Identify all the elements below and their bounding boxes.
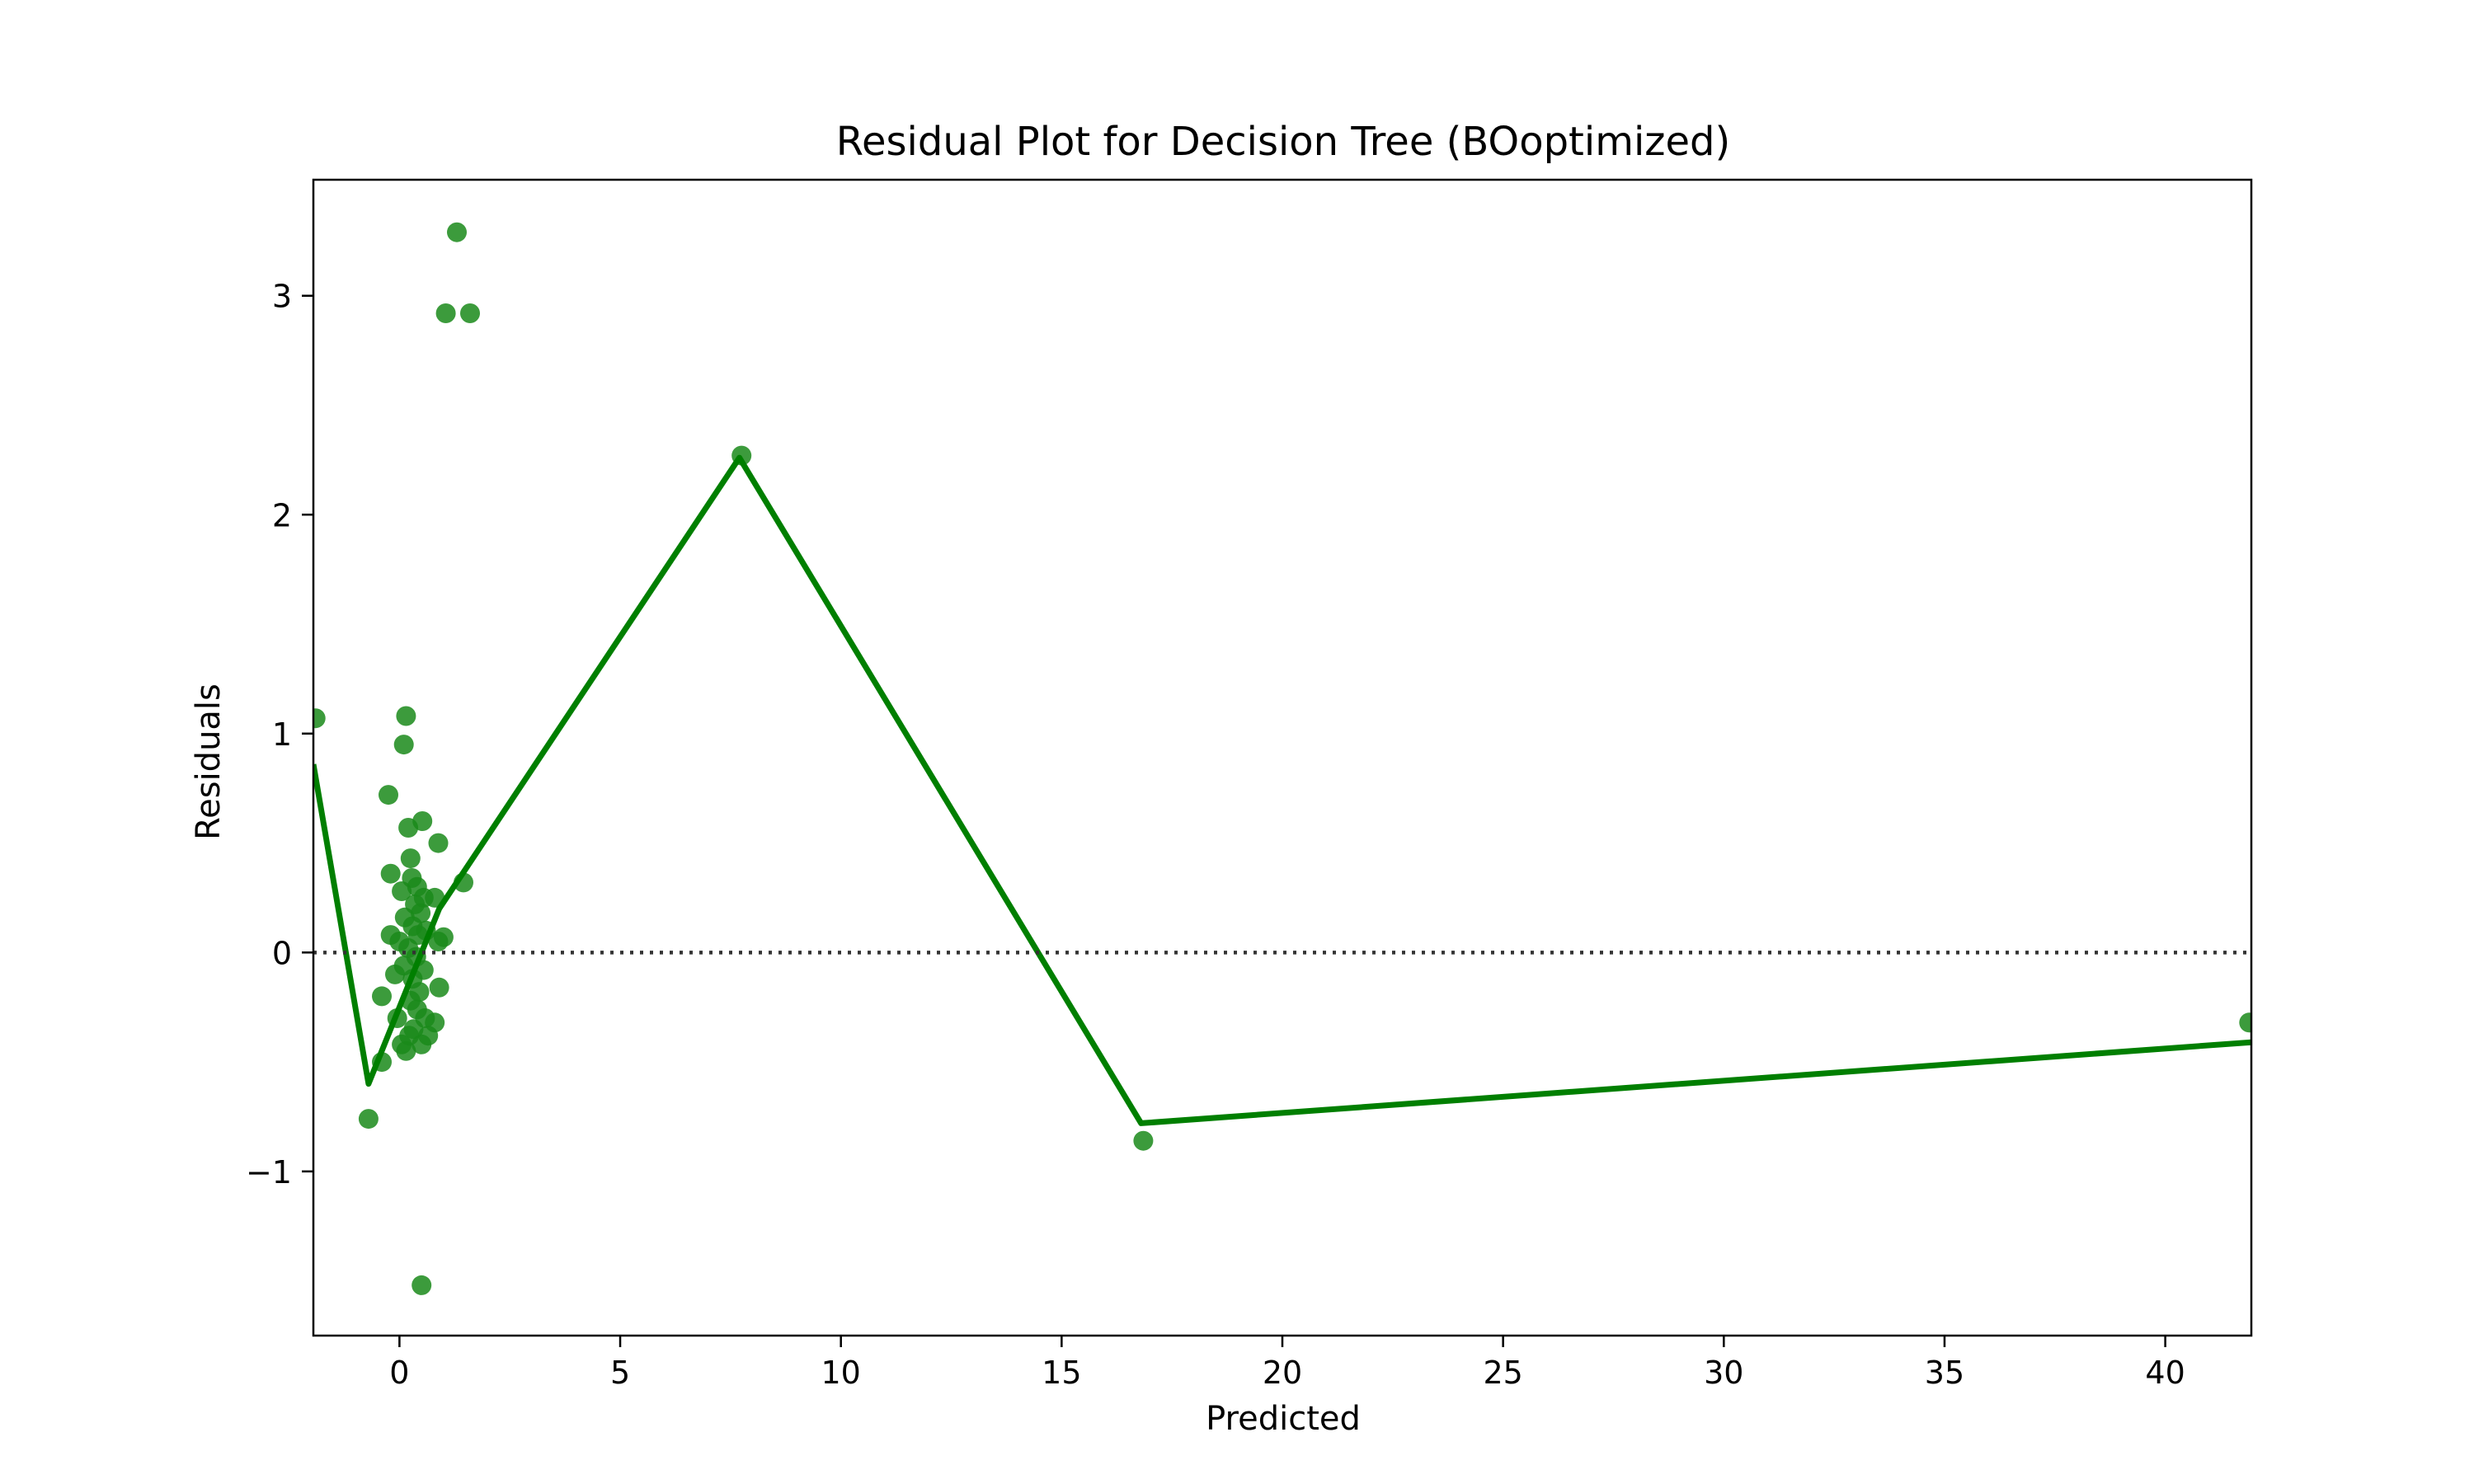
y-tick-label: 1 — [272, 716, 292, 753]
x-tick-label: 20 — [1263, 1355, 1302, 1391]
residual-point — [447, 222, 467, 242]
x-tick-label: 10 — [821, 1355, 861, 1391]
residual-point — [380, 863, 401, 884]
residual-point — [2239, 1012, 2251, 1033]
residual-point — [313, 708, 326, 729]
y-tick-label: −1 — [246, 1154, 292, 1190]
residual-point — [393, 735, 414, 755]
residual-point — [433, 927, 454, 947]
plot-frame — [312, 178, 2253, 1337]
x-tick-label: 40 — [2145, 1355, 2185, 1391]
residual-point — [396, 706, 416, 726]
residual-point — [1133, 1130, 1154, 1151]
x-tick-label: 35 — [1925, 1355, 1964, 1391]
x-tick-label: 25 — [1483, 1355, 1522, 1391]
residual-point — [409, 982, 430, 1003]
residual-point — [412, 1275, 432, 1295]
residual-point — [379, 785, 398, 805]
residual-point — [400, 848, 421, 869]
x-axis-label: Predicted — [1206, 1400, 1361, 1438]
residual-point — [429, 977, 449, 998]
residual-point — [460, 303, 480, 323]
chart-title: Residual Plot for Decision Tree (BOoptim… — [836, 119, 1730, 165]
residual-point — [396, 1040, 416, 1061]
y-axis: −1 0 1 2 3 — [246, 279, 313, 1190]
y-tick-label: 0 — [272, 935, 292, 971]
fit-line-path — [313, 454, 2251, 1126]
residual-points — [313, 222, 2251, 1295]
residual-point — [428, 833, 449, 853]
residual-point — [425, 1012, 445, 1033]
residual-point — [372, 986, 392, 1007]
x-tick-label: 0 — [389, 1355, 409, 1391]
residual-point — [412, 811, 433, 831]
residual-point — [411, 903, 431, 923]
plot-area — [313, 222, 2251, 1295]
x-tick-label: 5 — [610, 1355, 630, 1391]
x-axis: 0 5 10 15 20 25 30 35 40 — [389, 1336, 2185, 1391]
x-tick-label: 15 — [1042, 1355, 1081, 1391]
y-tick-label: 3 — [272, 279, 292, 315]
x-tick-label: 30 — [1704, 1355, 1743, 1391]
residual-point — [425, 887, 445, 908]
lowess-fit-line — [313, 454, 2251, 1126]
y-axis-label: Residuals — [190, 683, 228, 840]
y-tick-label: 2 — [272, 497, 292, 533]
residual-point — [435, 303, 456, 323]
residual-point — [358, 1109, 379, 1129]
